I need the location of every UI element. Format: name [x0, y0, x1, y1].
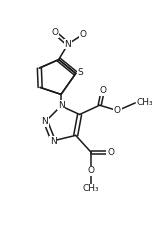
Text: S: S [77, 68, 83, 77]
Text: N: N [50, 137, 57, 146]
Text: O: O [88, 167, 95, 175]
Text: O: O [114, 106, 121, 115]
Text: O: O [51, 28, 58, 37]
Text: CH₃: CH₃ [137, 98, 153, 108]
Text: CH₃: CH₃ [83, 184, 100, 193]
Text: N: N [65, 40, 71, 49]
Text: N: N [58, 101, 64, 110]
Text: O: O [107, 148, 114, 157]
Text: O: O [99, 86, 106, 95]
Text: N: N [41, 117, 48, 126]
Text: O: O [80, 30, 87, 39]
